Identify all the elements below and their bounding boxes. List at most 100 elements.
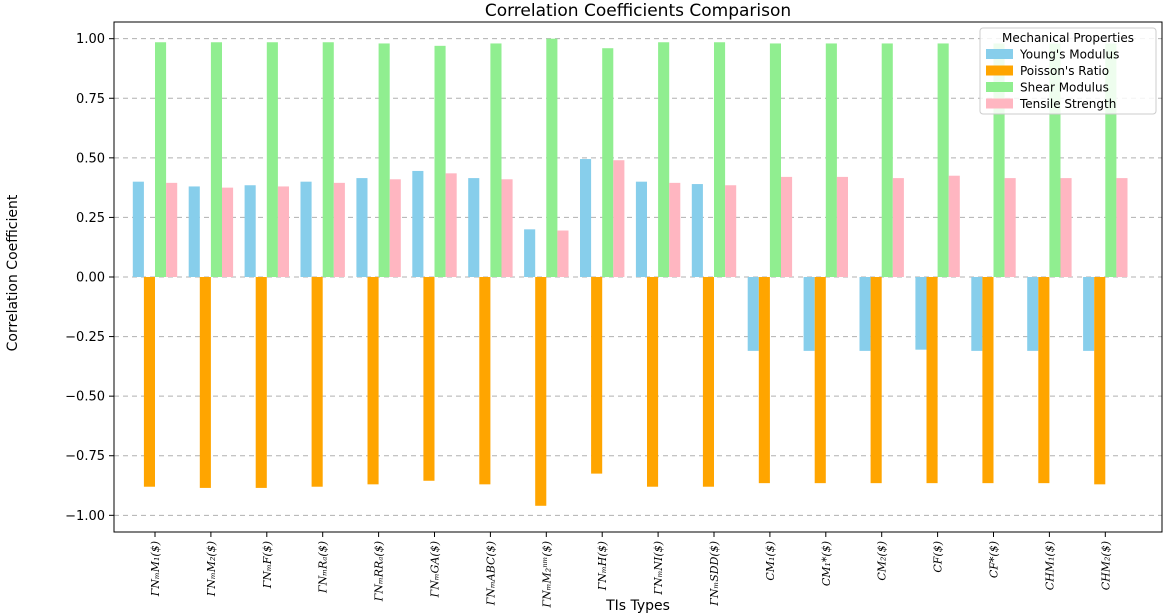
bar-poisson-s-ratio-10 [702,277,714,487]
legend-swatch [986,65,1013,76]
bar-poisson-s-ratio-4 [367,277,379,485]
y-tick-label: −0.25 [65,330,105,345]
bar-poisson-s-ratio-12 [814,277,826,484]
bar-shear-modulus-9 [658,42,670,278]
bar-tensile-strength-15 [1004,178,1016,277]
x-tick-label: ΓNₘABC($) [484,541,497,606]
x-tick-label: ΓNₘM₂($) [205,541,218,597]
legend-label: Young's Modulus [1019,48,1119,62]
bar-tensile-strength-8 [613,160,625,277]
bar-poisson-s-ratio-8 [591,277,603,474]
x-tick-label: ΓNₘSDD($) [708,541,721,607]
bar-shear-modulus-7 [546,38,558,277]
bar-poisson-s-ratio-3 [311,277,323,487]
x-tick-label: ΓNₘRₐ($) [317,541,330,594]
legend-swatch [986,98,1013,109]
bar-poisson-s-ratio-13 [870,277,882,484]
bar-tensile-strength-2 [277,186,289,277]
bar-tensile-strength-3 [333,182,345,277]
bar-young-s-modulus-1 [188,186,200,277]
bar-young-s-modulus-14 [915,277,927,350]
bar-tensile-strength-1 [222,187,234,277]
bar-poisson-s-ratio-14 [926,277,938,484]
bar-poisson-s-ratio-15 [982,277,994,484]
bar-shear-modulus-14 [937,43,949,278]
bar-young-s-modulus-4 [356,178,368,277]
bar-tensile-strength-10 [725,185,737,277]
x-tick-label: ΓNₘM₂ⁿᵐ($) [540,541,553,608]
bar-young-s-modulus-9 [635,181,647,277]
bar-tensile-strength-6 [501,179,513,277]
chart-title: Correlation Coefficients Comparison [485,1,791,21]
bar-young-s-modulus-11 [747,277,759,351]
bar-young-s-modulus-17 [1083,277,1095,351]
bar-young-s-modulus-6 [468,178,480,277]
x-tick-label: ΓNₘH($) [596,541,609,591]
bar-tensile-strength-11 [781,176,793,277]
x-tick-label: CF*($) [988,541,1001,578]
bar-poisson-s-ratio-2 [255,277,267,488]
y-axis-title: Correlation Coefficient [5,194,21,351]
bar-tensile-strength-0 [166,182,178,277]
bar-tensile-strength-16 [1060,178,1072,277]
bar-shear-modulus-1 [210,42,222,278]
legend-label: Poisson's Ratio [1020,64,1109,78]
bar-poisson-s-ratio-5 [423,277,435,481]
bar-young-s-modulus-12 [803,277,815,351]
bar-shear-modulus-5 [434,45,446,278]
bar-tensile-strength-7 [557,230,569,277]
y-tick-label: −1.00 [65,509,105,524]
y-tick-label: 0.25 [76,211,105,226]
bar-young-s-modulus-3 [300,181,312,277]
x-tick-label: CM₁*($) [820,541,833,586]
legend-label: Shear Modulus [1020,81,1109,95]
bar-young-s-modulus-10 [691,184,703,277]
x-tick-label: ΓNₘRRₐ($) [373,541,386,602]
legend-swatch [986,49,1013,59]
bar-young-s-modulus-8 [580,159,592,277]
bar-tensile-strength-9 [669,182,681,277]
y-tick-label: 0.75 [76,92,105,107]
x-tick-label: CM₁($) [764,541,777,581]
x-tick-label: ΓNₘM₁($) [149,541,162,597]
y-tick-label: 1.00 [76,32,105,47]
x-tick-label: ΓNₘGA($) [429,541,442,598]
bar-young-s-modulus-16 [1027,277,1039,351]
bar-poisson-s-ratio-17 [1094,277,1106,485]
bar-poisson-s-ratio-9 [647,277,659,487]
bar-young-s-modulus-13 [859,277,871,351]
x-tick-label: ΓNₘNI($) [652,541,665,596]
x-axis-title: TIs Types [605,598,670,614]
bar-tensile-strength-14 [948,175,960,277]
bar-tensile-strength-12 [836,176,848,277]
legend-items: Young's Modulus Poisson's Ratio Shear Modu… [986,48,1119,111]
bar-shear-modulus-6 [490,43,502,278]
bar-shear-modulus-2 [266,42,278,278]
bar-shear-modulus-8 [602,48,614,278]
bar-tensile-strength-17 [1116,178,1128,277]
bar-shear-modulus-10 [714,42,726,278]
legend-swatch [986,82,1013,92]
bar-shear-modulus-16 [1049,43,1061,278]
bar-poisson-s-ratio-6 [479,277,491,485]
x-tick-label: CF($) [932,541,945,573]
bar-shear-modulus-0 [155,42,167,278]
legend: Mechanical Properties Young's Modulus Poi… [979,27,1157,115]
y-tick-label: −0.75 [65,449,105,464]
bar-tensile-strength-13 [892,178,904,277]
x-tick-label: CHM₂($) [1099,541,1112,590]
bar-tensile-strength-5 [445,173,457,277]
y-tick-label: −0.50 [65,390,105,405]
bar-young-s-modulus-2 [244,185,256,277]
y-tick-label: 0.00 [76,271,105,286]
x-tick-label: ΓNₘF($) [261,541,274,589]
x-axis-ticks: ΓNₘM₁($) ΓNₘM₂($) ΓNₘF($) ΓNₘRₐ($) ΓNₘRRₐ($)… [149,532,1112,608]
bar-young-s-modulus-15 [971,277,983,351]
bar-young-s-modulus-0 [132,181,144,277]
bar-poisson-s-ratio-0 [143,277,155,487]
bar-shear-modulus-11 [769,43,781,278]
x-tick-label: CHM₁($) [1043,541,1056,590]
bar-tensile-strength-4 [389,179,401,277]
bar-shear-modulus-4 [378,43,390,278]
